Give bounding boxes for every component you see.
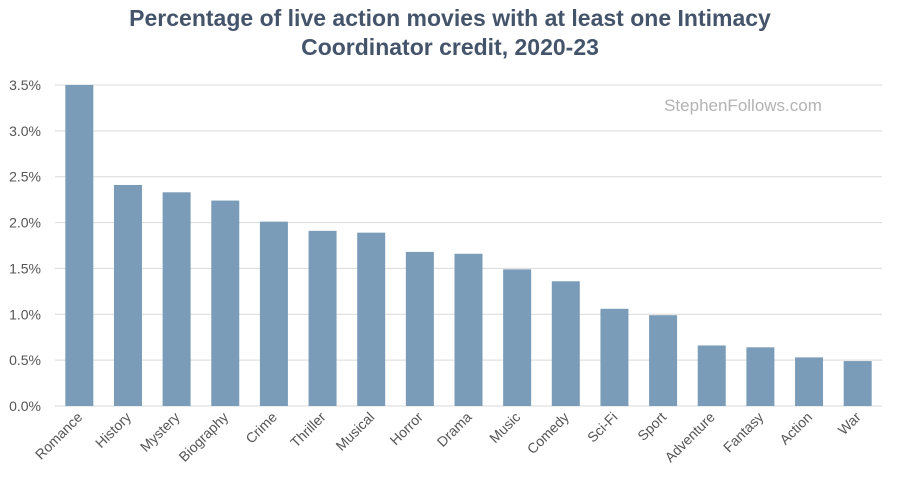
chart-title: Percentage of live action movies with at…: [0, 4, 900, 62]
bar-crime: [259, 221, 288, 406]
x-tick-label: Comedy: [524, 409, 572, 457]
x-tick-label: Sci-Fi: [584, 409, 621, 446]
watermark: StephenFollows.com: [664, 96, 822, 115]
y-tick-label: 3.5%: [9, 77, 41, 93]
x-tick-label: Action: [776, 409, 815, 448]
y-tick-label: 0.0%: [9, 398, 41, 414]
bar-romance: [65, 85, 94, 406]
bars: [65, 85, 872, 406]
bar-action: [795, 357, 824, 406]
bar-adventure: [697, 345, 726, 406]
x-tick-label: Fantasy: [720, 409, 767, 456]
bar-music: [503, 269, 532, 406]
x-tick-label: War: [835, 409, 864, 438]
bar-mystery: [162, 192, 191, 406]
x-tick-label: Drama: [434, 409, 475, 450]
bar-comedy: [551, 281, 580, 406]
x-tick-label: Musical: [332, 409, 377, 454]
x-tick-label: Adventure: [661, 409, 718, 466]
x-tick-label: Romance: [32, 409, 86, 463]
bar-drama: [454, 253, 483, 406]
x-tick-label: Crime: [242, 409, 280, 447]
x-tick-label: Biography: [175, 409, 231, 465]
bar-biography: [211, 200, 240, 406]
y-axis-ticks: 0.0% 0.5% 1.0% 1.5% 2.0% 2.5% 3.0% 3.5%: [9, 77, 41, 414]
bar-history: [113, 184, 142, 406]
y-tick-label: 3.0%: [9, 123, 41, 139]
bar-war: [843, 361, 872, 406]
bar-musical: [357, 232, 386, 406]
bar-sport: [649, 315, 678, 406]
chart-title-line-2: Coordinator credit, 2020-23: [301, 34, 599, 60]
y-tick-label: 1.5%: [9, 260, 41, 276]
x-tick-label: Music: [486, 409, 523, 446]
y-tick-label: 1.0%: [9, 306, 41, 322]
x-tick-label: Mystery: [137, 409, 183, 455]
y-tick-label: 2.0%: [9, 215, 41, 231]
x-tick-label: Horror: [387, 409, 427, 449]
x-tick-label: Sport: [634, 409, 669, 444]
bar-horror: [405, 251, 434, 406]
y-tick-label: 2.5%: [9, 169, 41, 185]
y-tick-label: 0.5%: [9, 352, 41, 368]
x-tick-label: Thriller: [287, 409, 329, 451]
bar-fantasy: [746, 347, 775, 406]
bar-sci-fi: [600, 308, 629, 406]
x-tick-label: History: [92, 409, 134, 451]
chart-title-line-1: Percentage of live action movies with at…: [129, 5, 771, 31]
bar-thriller: [308, 230, 337, 406]
